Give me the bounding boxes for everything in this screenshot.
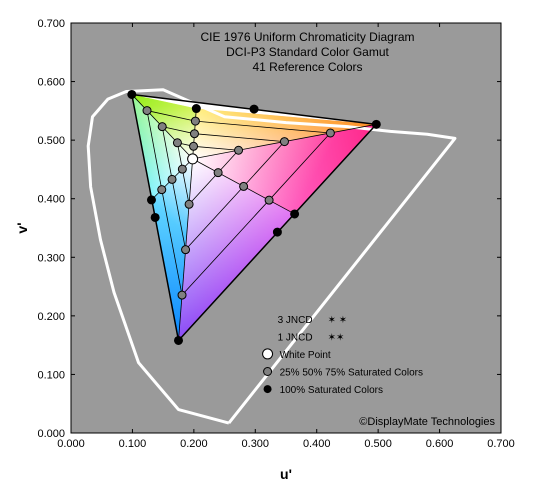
x-axis-label: u' — [280, 466, 292, 482]
ref-yellow-25 — [190, 142, 198, 150]
chart-title-line: 41 Reference Colors — [252, 60, 362, 74]
legend-label: 3 JNCD — [278, 314, 313, 325]
white-point — [188, 153, 198, 163]
ref-blue-75 — [178, 291, 186, 299]
y-axis-label: v' — [14, 222, 30, 233]
ref-yellow-75 — [191, 117, 199, 125]
chart-title-line: CIE 1976 Uniform Chromaticity Diagram — [200, 30, 414, 44]
ref-magenta-50 — [240, 182, 248, 190]
xtick-label: 0.200 — [180, 438, 208, 450]
ref-blue-25 — [185, 200, 193, 208]
xtick-label: 0.500 — [364, 438, 392, 450]
ref-magenta-100 — [291, 209, 299, 217]
ref-cyan-50 — [168, 175, 176, 183]
ref-edge-gb — [151, 213, 159, 221]
ytick-label: 0.600 — [37, 76, 65, 88]
ref-magenta-25 — [214, 168, 222, 176]
ref-yellow-50 — [190, 129, 198, 137]
ref-cyan-100 — [147, 195, 155, 203]
legend-icon-sat — [264, 367, 272, 375]
chromaticity-chart: 0.000 0.100 0.200 0.300 0.400 0.500 0.600 0.700… — [11, 11, 539, 491]
xtick-label: 0.400 — [303, 438, 331, 450]
ref-edge-br — [273, 228, 281, 236]
ytick-label: 0.300 — [37, 252, 65, 264]
ref-cyan-25 — [178, 165, 186, 173]
legend-label: 1 JNCD — [278, 332, 313, 343]
ref-green-25 — [173, 138, 181, 146]
chart-title-line: DCI-P3 Standard Color Gamut — [226, 45, 389, 59]
xtick-label: 0.300 — [242, 438, 270, 450]
legend-jncd3-stars: ✶ ✶ — [328, 314, 348, 325]
legend-icon-whitepoint — [263, 348, 273, 358]
ytick-label: 0.000 — [37, 428, 65, 440]
ref-red-100 — [372, 120, 380, 128]
legend-label: 25% 50% 75% Saturated Colors — [280, 367, 423, 378]
ref-magenta-75 — [265, 196, 273, 204]
legend-jncd1-stars: ✶✶ — [328, 332, 345, 343]
ref-green-75 — [143, 106, 151, 114]
watermark: ©DisplayMate Technologies — [359, 416, 495, 428]
ref-cyan-75 — [158, 185, 166, 193]
ytick-label: 0.200 — [37, 310, 65, 322]
ref-red-75 — [326, 128, 334, 136]
legend-icon-full — [264, 385, 272, 393]
ref-green-100 — [128, 90, 136, 98]
xtick-label: 0.600 — [426, 438, 454, 450]
ytick-label: 0.100 — [37, 369, 65, 381]
ref-red-50 — [280, 137, 288, 145]
xtick-label: 0.100 — [119, 438, 147, 450]
ytick-label: 0.400 — [37, 193, 65, 205]
ytick-label: 0.700 — [37, 18, 65, 30]
ref-green-50 — [158, 122, 166, 130]
ref-blue-50 — [182, 245, 190, 253]
legend-label: White Point — [280, 349, 331, 360]
xtick-label: 0.700 — [487, 438, 515, 450]
ytick-label: 0.500 — [37, 135, 65, 147]
ref-edge-rg — [250, 105, 258, 113]
ref-yellow-100 — [192, 104, 200, 112]
ref-blue-100 — [175, 336, 183, 344]
chart-container: 0.000 0.100 0.200 0.300 0.400 0.500 0.600 0.700… — [0, 0, 550, 501]
legend-label: 100% Saturated Colors — [280, 385, 383, 396]
ref-red-25 — [235, 146, 243, 154]
